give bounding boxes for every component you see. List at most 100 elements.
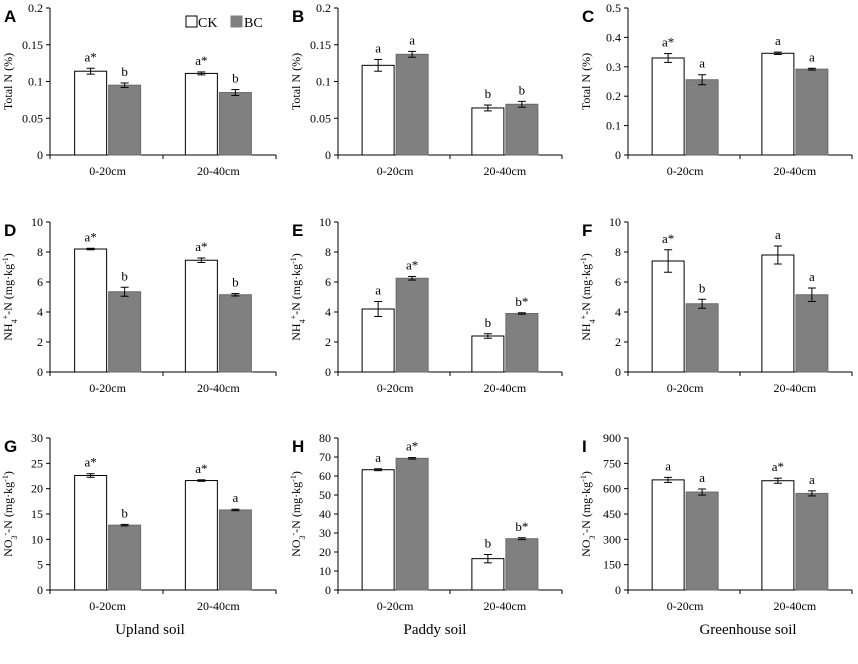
y-axis-label: NH4+-N (mg·kg-1)	[579, 253, 597, 341]
y-tick-label: 750	[603, 456, 621, 470]
bar-ck	[651, 479, 685, 591]
bar-bc	[395, 457, 429, 591]
panel-letter: H	[292, 437, 304, 456]
significance-label: b	[121, 268, 128, 283]
significance-label: a	[775, 227, 781, 242]
significance-label: b	[485, 86, 492, 101]
x-tick-label: 0-20cm	[377, 164, 414, 178]
y-axis-label: NO3--N (mg·kg-1)	[289, 471, 307, 557]
panel-letter: F	[582, 221, 592, 240]
y-tick-label: 2	[37, 335, 43, 349]
bar-bc	[505, 103, 539, 156]
x-tick-label: 20-40cm	[774, 599, 817, 613]
y-tick-label: 8	[325, 245, 331, 259]
significance-label: a	[665, 458, 671, 473]
bar-bc	[685, 79, 719, 156]
y-tick-label: 6	[37, 275, 43, 289]
bar-bc	[685, 303, 719, 373]
bar-bc	[108, 84, 142, 156]
y-tick-label: 80	[319, 431, 331, 445]
significance-label: b	[485, 315, 492, 330]
y-tick-label: 0	[37, 148, 43, 162]
y-tick-label: 4	[37, 305, 43, 319]
y-tick-label: 900	[603, 431, 621, 445]
significance-label: a*	[406, 439, 418, 454]
bar-ck	[761, 52, 795, 156]
significance-label: a*	[84, 455, 96, 470]
y-tick-label: 50	[319, 488, 331, 502]
bar-ck	[74, 248, 108, 373]
y-tick-label: 2	[615, 335, 621, 349]
bar-bc	[108, 291, 142, 373]
y-tick-label: 6	[325, 275, 331, 289]
significance-label: a	[809, 49, 815, 64]
panel-letter: C	[582, 7, 594, 26]
bar-ck	[471, 107, 505, 156]
bar-bc	[505, 538, 539, 591]
y-tick-label: 30	[319, 526, 331, 540]
bar-ck	[651, 260, 685, 373]
y-tick-label: 15	[31, 507, 43, 521]
y-axis-label: Total N (%)	[289, 53, 303, 110]
y-tick-label: 300	[603, 532, 621, 546]
legend-bc-swatch	[230, 15, 243, 28]
significance-label: a	[375, 40, 381, 55]
y-tick-label: 8	[615, 245, 621, 259]
panel-b: B Total N (%) 0 0.05 0.1 0.15 0.2 0-20cm a a 20-40…	[289, 1, 563, 178]
legend: CK BC	[185, 15, 263, 31]
significance-label: a*	[84, 229, 96, 244]
significance-label: a*	[772, 459, 784, 474]
bar-ck	[361, 469, 395, 591]
panel-h: H NO3--N (mg·kg-1) 0 10 20 30 40 50 60 70 80 0-20cm…	[289, 431, 563, 613]
bar-ck	[651, 57, 685, 156]
x-tick-label: 0-20cm	[667, 599, 704, 613]
panel-e: E NH4+-N (mg·kg-1) 0 2 4 6 8 10 0-20cm a a* 20-40cm…	[289, 215, 563, 395]
significance-label: a*	[662, 35, 674, 50]
y-axis-label: Total N (%)	[1, 53, 15, 110]
bar-bc	[395, 277, 429, 373]
y-tick-label: 20	[31, 482, 43, 496]
y-tick-label: 25	[31, 456, 43, 470]
significance-label: b	[485, 535, 492, 550]
significance-label: a	[375, 283, 381, 298]
y-tick-label: 10	[319, 215, 331, 229]
panel-c: C Total N (%) 0 0.1 0.2 0.3 0.4 0.5 0-20cm a* a 20-…	[579, 1, 853, 178]
x-tick-label: 0-20cm	[377, 381, 414, 395]
x-tick-label: 20-40cm	[197, 599, 240, 613]
y-tick-label: 0	[37, 583, 43, 597]
y-tick-label: 0	[325, 583, 331, 597]
y-tick-label: 0.15	[22, 38, 43, 52]
significance-label: b*	[515, 294, 528, 309]
bar-ck	[74, 70, 108, 156]
y-tick-label: 0	[325, 148, 331, 162]
y-tick-label: 4	[325, 305, 331, 319]
bar-bc	[685, 491, 719, 591]
y-tick-label: 0.05	[310, 111, 331, 125]
legend-ck-swatch	[185, 15, 198, 28]
y-axis-label: NH4+-N (mg·kg-1)	[289, 253, 307, 341]
y-tick-label: 10	[31, 532, 43, 546]
y-tick-label: 4	[615, 305, 621, 319]
x-tick-label: 20-40cm	[197, 381, 240, 395]
significance-label: a	[232, 490, 238, 505]
bar-ck	[74, 474, 108, 591]
y-tick-label: 0	[615, 148, 621, 162]
bar-bc	[108, 524, 142, 591]
significance-label: a	[375, 450, 381, 465]
soil-label-upland: Upland soil	[115, 622, 185, 638]
x-tick-label: 20-40cm	[197, 164, 240, 178]
bar-bc	[795, 68, 829, 156]
x-tick-label: 20-40cm	[484, 381, 527, 395]
y-tick-label: 70	[319, 450, 331, 464]
bar-ck	[471, 558, 505, 591]
panel-letter: A	[4, 7, 16, 26]
y-tick-label: 2	[325, 335, 331, 349]
bar-ck	[184, 72, 218, 156]
panel-letter: I	[582, 437, 587, 456]
y-tick-label: 0.05	[22, 111, 43, 125]
y-tick-label: 0.5	[606, 1, 621, 15]
bar-ck	[361, 308, 395, 373]
bar-bc	[218, 509, 252, 591]
y-tick-label: 20	[319, 545, 331, 559]
